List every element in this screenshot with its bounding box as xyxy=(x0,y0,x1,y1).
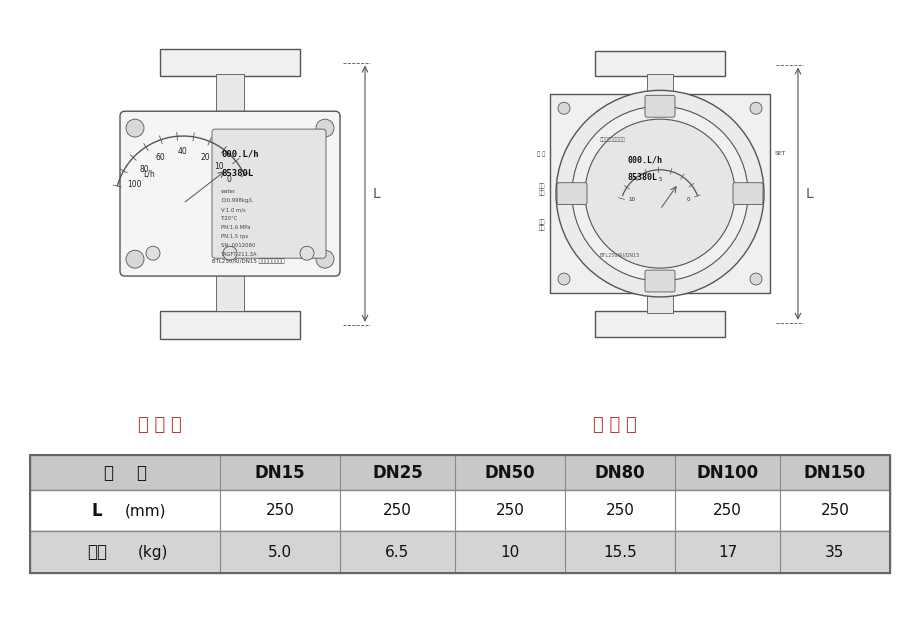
Text: 操作
按键: 操作 按键 xyxy=(538,220,545,231)
Text: 17: 17 xyxy=(718,545,737,560)
Text: PN:1.5 rps: PN:1.5 rps xyxy=(221,234,248,239)
Text: BTL250/RI/DN15: BTL250/RI/DN15 xyxy=(600,253,640,258)
Text: T:20°C: T:20°C xyxy=(221,216,238,221)
Text: (kg): (kg) xyxy=(138,545,168,560)
FancyBboxPatch shape xyxy=(120,111,340,276)
Bar xyxy=(550,95,770,293)
Text: 85380L: 85380L xyxy=(221,169,254,179)
Bar xyxy=(30,455,890,573)
Bar xyxy=(216,269,244,311)
Text: D:0.998kg/L: D:0.998kg/L xyxy=(221,198,253,203)
Bar xyxy=(208,253,252,273)
FancyBboxPatch shape xyxy=(733,183,763,205)
Circle shape xyxy=(750,102,762,114)
Text: 250: 250 xyxy=(713,503,742,518)
Text: 隔 爆 型: 隔 爆 型 xyxy=(594,415,637,434)
Bar xyxy=(208,114,252,134)
Text: 250: 250 xyxy=(383,503,412,518)
Text: 250: 250 xyxy=(495,503,524,518)
Circle shape xyxy=(126,119,144,137)
Circle shape xyxy=(126,250,144,268)
Circle shape xyxy=(146,246,160,260)
Text: 85380L: 85380L xyxy=(628,174,658,182)
Bar xyxy=(216,75,244,116)
Circle shape xyxy=(585,119,735,268)
Bar xyxy=(647,271,673,313)
Bar xyxy=(595,50,725,77)
Text: 本 安 型: 本 安 型 xyxy=(138,415,182,434)
Bar xyxy=(30,455,890,491)
Text: 状 态: 状 态 xyxy=(536,151,545,157)
Circle shape xyxy=(558,273,570,285)
Text: 000.L/h: 000.L/h xyxy=(221,149,259,159)
Text: 10: 10 xyxy=(500,545,520,560)
Text: 5: 5 xyxy=(658,177,662,182)
FancyBboxPatch shape xyxy=(645,270,675,292)
Text: BTL250/RI/DN15 点量程数字流量计: BTL250/RI/DN15 点量程数字流量计 xyxy=(212,258,285,264)
Text: 60: 60 xyxy=(155,152,165,162)
Text: SN: 0012080: SN: 0012080 xyxy=(221,243,255,248)
Text: 20: 20 xyxy=(201,152,211,162)
Bar xyxy=(160,311,300,338)
Text: (mm): (mm) xyxy=(125,503,165,518)
Text: 0: 0 xyxy=(226,175,232,184)
Text: 本安防爆数字显示仪: 本安防爆数字显示仪 xyxy=(600,136,626,142)
Bar xyxy=(160,49,300,77)
Circle shape xyxy=(316,250,334,268)
Text: L: L xyxy=(373,187,381,201)
Circle shape xyxy=(750,273,762,285)
Circle shape xyxy=(556,90,764,297)
Bar xyxy=(647,75,673,116)
Text: 10: 10 xyxy=(215,162,224,171)
Text: PN:1.6 MPa: PN:1.6 MPa xyxy=(221,225,250,230)
Circle shape xyxy=(316,119,334,137)
Text: L: L xyxy=(806,187,814,201)
Circle shape xyxy=(572,106,748,281)
Text: L/h: L/h xyxy=(143,169,155,179)
Text: 80: 80 xyxy=(140,165,149,174)
Bar xyxy=(30,491,890,531)
Text: 0: 0 xyxy=(686,197,690,202)
Text: 250: 250 xyxy=(605,503,634,518)
Text: 100: 100 xyxy=(127,180,142,188)
FancyBboxPatch shape xyxy=(557,183,587,205)
Text: 35: 35 xyxy=(825,545,844,560)
Text: DN25: DN25 xyxy=(372,464,423,482)
Bar xyxy=(595,311,725,337)
Circle shape xyxy=(558,102,570,114)
Circle shape xyxy=(223,246,237,260)
Text: 000.L/h: 000.L/h xyxy=(628,156,663,164)
Circle shape xyxy=(300,246,314,260)
Text: 5.0: 5.0 xyxy=(268,545,292,560)
Text: DN50: DN50 xyxy=(484,464,535,482)
Text: 信号
输出: 信号 输出 xyxy=(538,183,545,196)
Text: DN150: DN150 xyxy=(804,464,866,482)
Text: 6.5: 6.5 xyxy=(385,545,410,560)
Text: water: water xyxy=(221,189,236,194)
Text: V:1.0 m/s: V:1.0 m/s xyxy=(221,207,245,212)
Text: 重量: 重量 xyxy=(87,543,107,561)
Text: 口    径: 口 径 xyxy=(104,464,146,482)
Text: 40: 40 xyxy=(178,147,188,157)
Text: 250: 250 xyxy=(265,503,295,518)
Text: DN15: DN15 xyxy=(255,464,305,482)
Bar xyxy=(30,531,890,573)
Text: DN100: DN100 xyxy=(696,464,759,482)
Text: L: L xyxy=(92,502,103,520)
Text: SET: SET xyxy=(775,151,786,156)
Text: 10: 10 xyxy=(628,197,635,202)
Text: DN80: DN80 xyxy=(594,464,645,482)
FancyBboxPatch shape xyxy=(212,129,326,258)
Text: 250: 250 xyxy=(821,503,849,518)
Text: TAGFT-211.3A: TAGFT-211.3A xyxy=(221,252,257,257)
FancyBboxPatch shape xyxy=(645,95,675,117)
Text: 15.5: 15.5 xyxy=(604,545,637,560)
